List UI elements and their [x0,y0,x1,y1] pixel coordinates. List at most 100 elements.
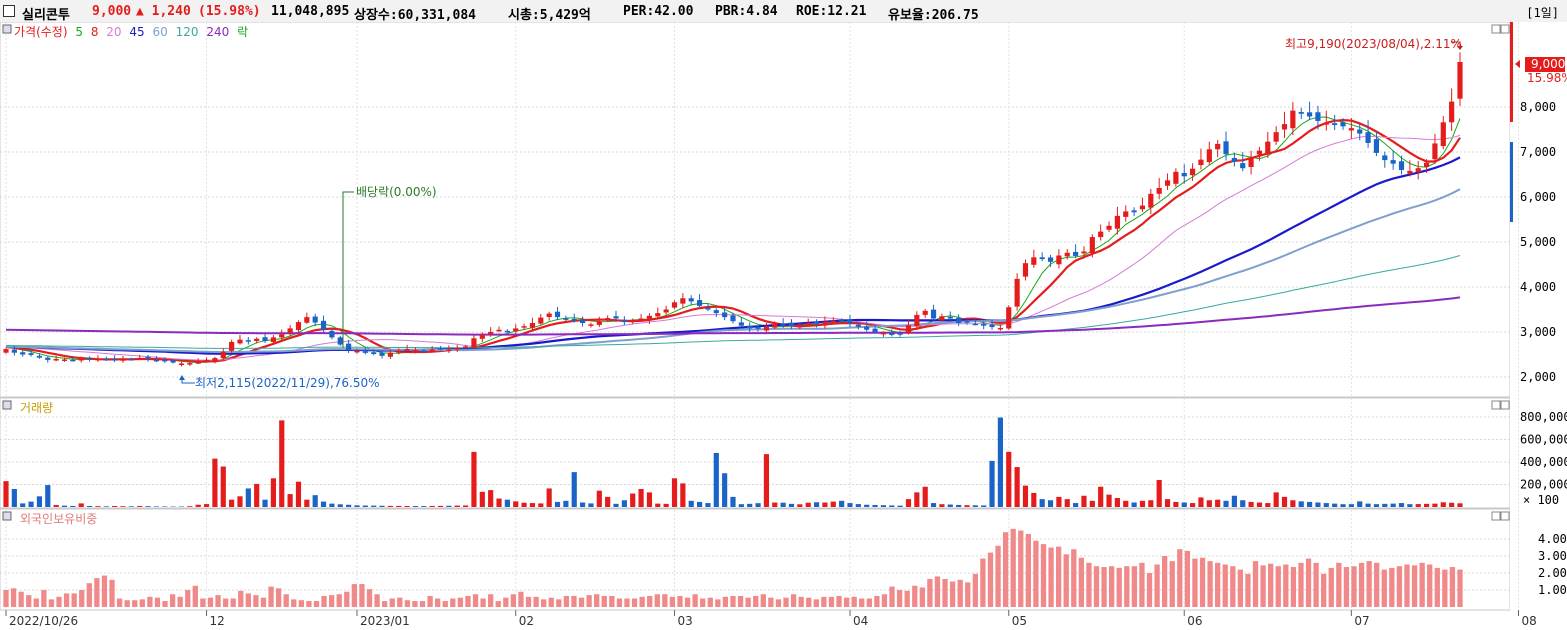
volume-bar [1064,499,1070,507]
volume-bar [663,503,669,507]
candle-body [229,341,235,351]
candle-body [1215,143,1221,150]
volume-bar [1056,496,1062,507]
foreign-ratio-bar [692,594,698,607]
x-tick-label: 06 [1187,614,1202,628]
candle-body [187,363,193,365]
volume-bar [212,458,218,507]
candle-body [1223,141,1229,155]
candle-body [1390,160,1396,164]
candle-body [128,358,134,361]
volume-bar [922,486,928,507]
volume-bar [1123,500,1129,507]
foreign-ratio-bar [556,599,562,607]
candle-body [137,358,143,360]
candle-body [964,321,970,323]
foreign-ratio-bar [86,583,92,607]
foreign-ratio-bar [866,598,872,607]
foreign-ratio-bar [987,552,994,607]
price-y-tick: 3,000 [1520,325,1556,339]
foreign-ratio-bar [1268,563,1274,607]
foreign-ratio-bar [374,594,380,607]
ma45-line [5,156,1461,355]
volume-bar [755,503,761,507]
foreign-ratio-bar [874,595,880,607]
candle-body [605,318,611,321]
stock-select-checkbox[interactable] [3,5,15,17]
volume-bar [646,492,653,507]
volume-bar [1156,480,1162,507]
volume-bar [1240,500,1246,507]
foreign-ratio-bar [404,600,411,607]
foreign-ratio-bar [26,595,32,607]
current-change-tag: 15.98% [1527,71,1567,85]
foreign-ratio-bar [1351,566,1357,607]
candle-body [747,325,753,329]
foreign-ratio-bar [313,601,320,607]
volume-bar [379,505,385,507]
foreign-ratio-bar [1336,562,1342,607]
foreign-ratio-bar [94,578,100,607]
volume-y-tick: 400,000 [1520,455,1567,469]
foreign-ratio-bar [518,591,524,607]
foreign-ratio-bar [306,601,312,607]
candle-body [546,313,552,318]
candle-body [1190,168,1196,176]
foreign-ratio-bar [707,597,713,607]
candle-body [304,317,310,323]
volume-panel-minimize-button[interactable] [1491,400,1501,410]
volume-bar [488,490,494,507]
volume-legend-box[interactable] [2,400,12,410]
candle-body [421,350,427,352]
foreign-ratio-bar [995,545,1001,607]
foreign-ratio-bar [275,588,282,607]
foreign-ratio-bar [1108,566,1115,607]
candle-body [981,323,987,326]
foreign-ratio-bar [298,600,304,607]
foreign-ratio-bar [1154,564,1160,607]
foreign-ratio-bar [185,590,191,607]
foreign-ratio-bar [101,575,108,607]
candle-body [1449,101,1455,123]
volume-bar [596,490,602,507]
foreign-ratio-bar [525,596,532,607]
foreign-ratio-bar [245,593,251,607]
candle-body [1231,158,1237,162]
foreign-panel-close-button[interactable] [1500,511,1510,521]
foreign-legend-box[interactable] [2,511,12,521]
candle-body [245,340,251,342]
candle-body [997,327,1003,330]
foreign-panel-minimize-button[interactable] [1491,511,1501,521]
candle-body [95,358,101,361]
price-panel-minimize-button[interactable] [1491,24,1501,34]
price-panel-close-button[interactable] [1500,24,1510,34]
low-annotation: 최저2,115(2022/11/29),76.50% [195,376,380,390]
foreign-ratio-bar [1411,565,1418,607]
candle-body [1039,257,1045,260]
volume-bar [880,505,887,507]
period-selector[interactable]: [1일] [1526,6,1559,20]
foreign-ratio-bar [238,590,244,607]
volume-panel-close-button[interactable] [1500,400,1510,410]
price-y-tick: 4,000 [1520,280,1556,294]
volume-bar [1173,501,1179,507]
candle-body [1081,251,1087,254]
volume-bar [989,460,995,507]
price-legend-box[interactable] [2,24,12,34]
volume-bar [1265,503,1271,507]
volume-bar [1298,501,1304,507]
foreign-ratio-bar [1086,562,1092,607]
volume-bar [20,503,26,507]
candle-body [1365,132,1371,143]
candle-body [1056,255,1062,265]
candle-body [320,320,327,330]
candle-body [354,350,360,353]
foreign-ratio-bar [344,591,350,607]
foreign-ratio-bar [904,590,910,607]
candle-body [1206,149,1212,163]
current-price: 9,000 [92,4,132,19]
candle-body [1256,150,1263,155]
candle-body [688,298,694,302]
candle-body [1457,62,1463,99]
foreign-ratio-bar [41,590,47,607]
